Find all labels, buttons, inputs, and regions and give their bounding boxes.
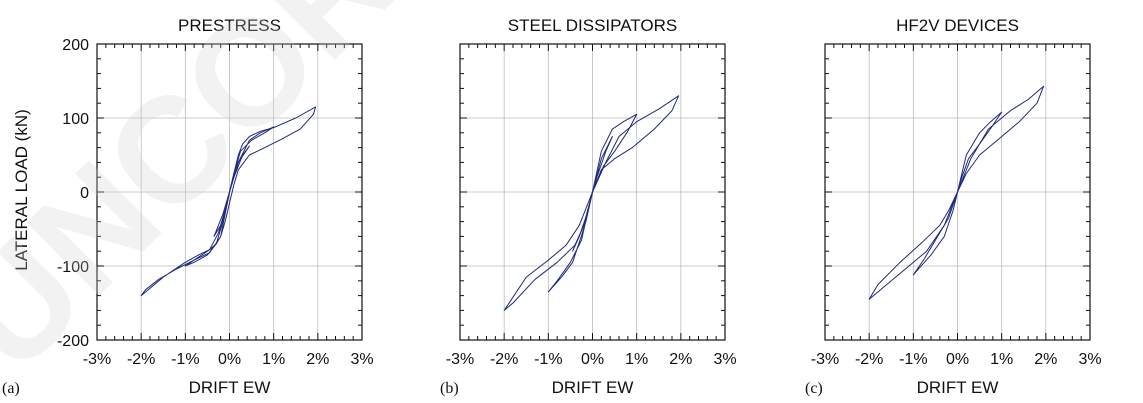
watermark-text: UNCOR	[0, 0, 427, 402]
x-tick-label: -1%	[899, 351, 927, 368]
x-tick-label: 2%	[1034, 351, 1057, 368]
y-tick-label: 0	[80, 185, 89, 202]
chart-panel-2: STEEL DISSIPATORS -3% -2% -1% 0% 1% 2% 3% DRIFT …	[440, 16, 737, 397]
x-tick-label: -2%	[855, 351, 883, 368]
hysteresis-loop-1	[503, 95, 680, 311]
hysteresis-loop-2	[912, 111, 1003, 276]
chart-panel-3: HF2V DEVICES -3% -2% -1% 0% 1% 2% 3% DRIFT EW (c)	[805, 16, 1102, 397]
x-tick-label: 2%	[306, 351, 329, 368]
hysteresis-loop-3	[213, 145, 250, 237]
x-tick-label: 0%	[581, 351, 604, 368]
x-axis-label: DRIFT EW	[552, 378, 634, 397]
plot-frame	[96, 43, 363, 341]
x-tick-label: 1%	[625, 351, 648, 368]
chart-title: STEEL DISSIPATORS	[508, 16, 677, 35]
x-tick-label: 0%	[218, 351, 241, 368]
panel-label: (c)	[805, 380, 823, 397]
y-tick-label: 200	[62, 37, 89, 54]
x-axis-label: DRIFT EW	[189, 378, 271, 397]
x-tick-label: -3%	[811, 351, 839, 368]
plot-frame	[824, 43, 1091, 341]
x-tick-label: -1%	[171, 351, 199, 368]
x-tick-label: 3%	[713, 351, 736, 368]
y-tick-label: -100	[57, 259, 89, 276]
y-tick-label: -200	[57, 333, 89, 350]
x-tick-label: -3%	[446, 351, 474, 368]
hysteresis-loop-3	[572, 136, 613, 252]
x-tick-label: 0%	[946, 351, 969, 368]
chart-title: PRESTRESS	[178, 16, 281, 35]
plot-frame	[459, 43, 726, 341]
hysteresis-loop-1	[140, 106, 317, 297]
x-axis-label: DRIFT EW	[917, 378, 999, 397]
x-tick-label: -2%	[127, 351, 155, 368]
chart-panel-1: PRESTRESS -3% -2% -1% 0% 1% 2% 3% 200 100 0 -100 -20…	[2, 16, 374, 397]
x-tick-label: 3%	[1078, 351, 1101, 368]
x-tick-label: -2%	[490, 351, 518, 368]
chart-title: HF2V DEVICES	[896, 16, 1019, 35]
x-tick-label: 2%	[669, 351, 692, 368]
y-tick-label: 100	[62, 111, 89, 128]
panel-label: (a)	[2, 380, 20, 397]
y-axis-label: LATERAL LOAD (kN)	[12, 109, 31, 271]
x-tick-label: 1%	[262, 351, 285, 368]
x-tick-label: -3%	[83, 351, 111, 368]
x-tick-label: -1%	[534, 351, 562, 368]
x-tick-label: 3%	[350, 351, 373, 368]
panel-label: (b)	[440, 380, 459, 397]
x-tick-label: 1%	[990, 351, 1013, 368]
